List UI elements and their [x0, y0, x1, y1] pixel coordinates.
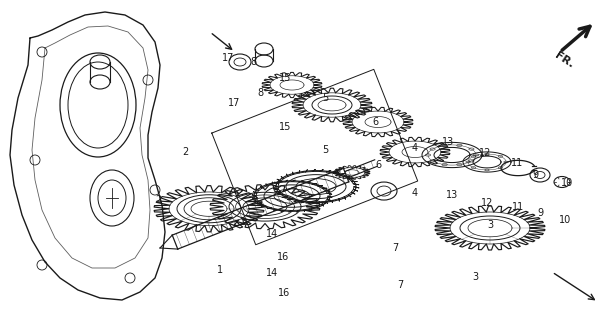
Text: 12: 12 — [481, 198, 493, 208]
Text: 13: 13 — [442, 137, 454, 147]
Text: 16: 16 — [277, 252, 289, 262]
Text: 11: 11 — [512, 202, 524, 212]
Text: 1: 1 — [217, 265, 223, 275]
Text: 14: 14 — [266, 229, 278, 239]
Text: 2: 2 — [182, 147, 188, 157]
Text: 10: 10 — [561, 178, 573, 188]
Text: 6: 6 — [372, 117, 378, 127]
Text: 6: 6 — [375, 160, 381, 170]
Text: 5: 5 — [322, 93, 328, 103]
Text: 3: 3 — [487, 220, 493, 230]
Text: 7: 7 — [392, 243, 398, 253]
Text: 11: 11 — [511, 158, 523, 168]
Text: 9: 9 — [532, 170, 538, 180]
Text: 1: 1 — [240, 217, 246, 227]
Text: 12: 12 — [479, 148, 491, 158]
Text: 16: 16 — [278, 288, 290, 298]
Text: 5: 5 — [322, 145, 328, 155]
Text: 7: 7 — [397, 280, 403, 290]
Text: 3: 3 — [472, 272, 478, 282]
Text: 15: 15 — [279, 73, 291, 83]
Text: 2: 2 — [155, 195, 161, 205]
Text: 13: 13 — [446, 190, 458, 200]
Text: 9: 9 — [537, 208, 543, 218]
Text: 14: 14 — [266, 268, 278, 278]
Text: 17: 17 — [222, 53, 234, 63]
Text: 8: 8 — [250, 57, 256, 67]
Text: 15: 15 — [279, 122, 291, 132]
Text: 8: 8 — [257, 88, 263, 98]
Text: 17: 17 — [228, 98, 240, 108]
Text: 10: 10 — [559, 215, 571, 225]
Text: 4: 4 — [412, 188, 418, 198]
Text: FR.: FR. — [553, 50, 576, 70]
Text: 4: 4 — [412, 143, 418, 153]
